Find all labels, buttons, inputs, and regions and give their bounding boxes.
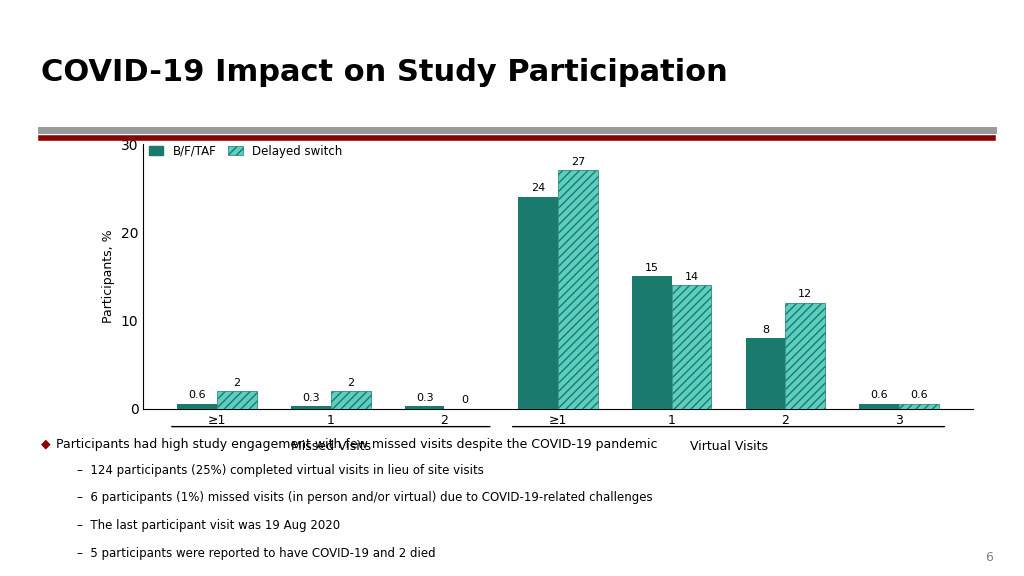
Text: 8: 8 xyxy=(762,325,769,335)
Legend: B/F/TAF, Delayed switch: B/F/TAF, Delayed switch xyxy=(150,145,342,158)
Bar xyxy=(785,303,825,409)
Text: 2: 2 xyxy=(347,378,354,388)
Text: Virtual Visits: Virtual Visits xyxy=(689,440,768,453)
Text: 27: 27 xyxy=(570,157,585,167)
Y-axis label: Participants, %: Participants, % xyxy=(102,230,116,323)
Text: 24: 24 xyxy=(531,184,546,194)
Text: 0.6: 0.6 xyxy=(870,390,888,400)
Text: –  The last participant visit was 19 Aug 2020: – The last participant visit was 19 Aug … xyxy=(77,519,340,532)
Text: –  6 participants (1%) missed visits (in person and/or virtual) due to COVID-19-: – 6 participants (1%) missed visits (in … xyxy=(77,491,652,505)
Bar xyxy=(632,276,672,409)
Text: 6: 6 xyxy=(985,551,993,564)
Bar xyxy=(217,391,257,409)
Bar xyxy=(177,404,217,409)
Text: 0.6: 0.6 xyxy=(910,390,928,400)
Bar xyxy=(745,338,785,409)
Text: COVID-19 Impact on Study Participation: COVID-19 Impact on Study Participation xyxy=(41,58,728,86)
Bar xyxy=(404,406,444,409)
Text: Participants had high study engagement with few missed visits despite the COVID-: Participants had high study engagement w… xyxy=(56,438,657,451)
Bar xyxy=(558,170,598,409)
Text: –  5 participants were reported to have COVID-19 and 2 died: – 5 participants were reported to have C… xyxy=(77,547,435,560)
Text: 0.6: 0.6 xyxy=(188,390,206,400)
Text: Missed Visits: Missed Visits xyxy=(291,440,371,453)
Text: 2: 2 xyxy=(233,378,241,388)
Bar xyxy=(899,404,939,409)
Text: 0: 0 xyxy=(461,396,468,406)
Text: ◆: ◆ xyxy=(41,438,50,451)
Text: –  124 participants (25%) completed virtual visits in lieu of site visits: – 124 participants (25%) completed virtu… xyxy=(77,464,483,477)
Text: 0.3: 0.3 xyxy=(416,393,433,403)
Bar xyxy=(291,406,331,409)
Bar xyxy=(672,285,712,409)
Text: 0.3: 0.3 xyxy=(302,393,319,403)
Text: 12: 12 xyxy=(798,290,812,300)
Text: 14: 14 xyxy=(684,272,698,282)
Bar xyxy=(518,197,558,409)
Bar xyxy=(859,404,899,409)
Text: 15: 15 xyxy=(645,263,658,273)
Bar xyxy=(331,391,371,409)
